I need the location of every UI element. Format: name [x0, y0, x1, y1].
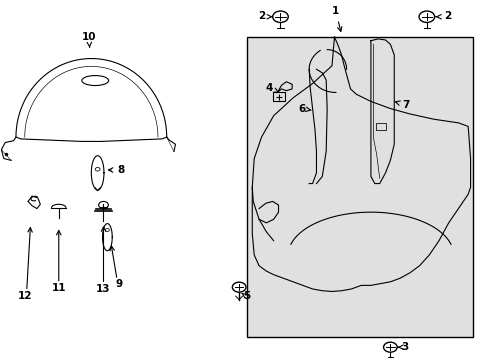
Text: 5: 5	[243, 291, 250, 301]
Text: 4: 4	[264, 83, 278, 93]
Text: 8: 8	[117, 165, 124, 175]
Text: 3: 3	[401, 342, 408, 352]
Text: 1: 1	[332, 6, 341, 31]
Text: 12: 12	[18, 291, 32, 301]
Text: 2: 2	[257, 11, 264, 21]
Bar	[272, 93, 285, 102]
FancyBboxPatch shape	[246, 37, 472, 337]
Bar	[375, 123, 386, 130]
Text: 7: 7	[395, 100, 409, 110]
Text: 9: 9	[115, 279, 122, 289]
Text: 2: 2	[443, 11, 450, 21]
Text: 11: 11	[51, 283, 66, 293]
Text: 6: 6	[298, 104, 310, 113]
Text: 10: 10	[81, 32, 96, 48]
Text: 13: 13	[96, 284, 110, 294]
